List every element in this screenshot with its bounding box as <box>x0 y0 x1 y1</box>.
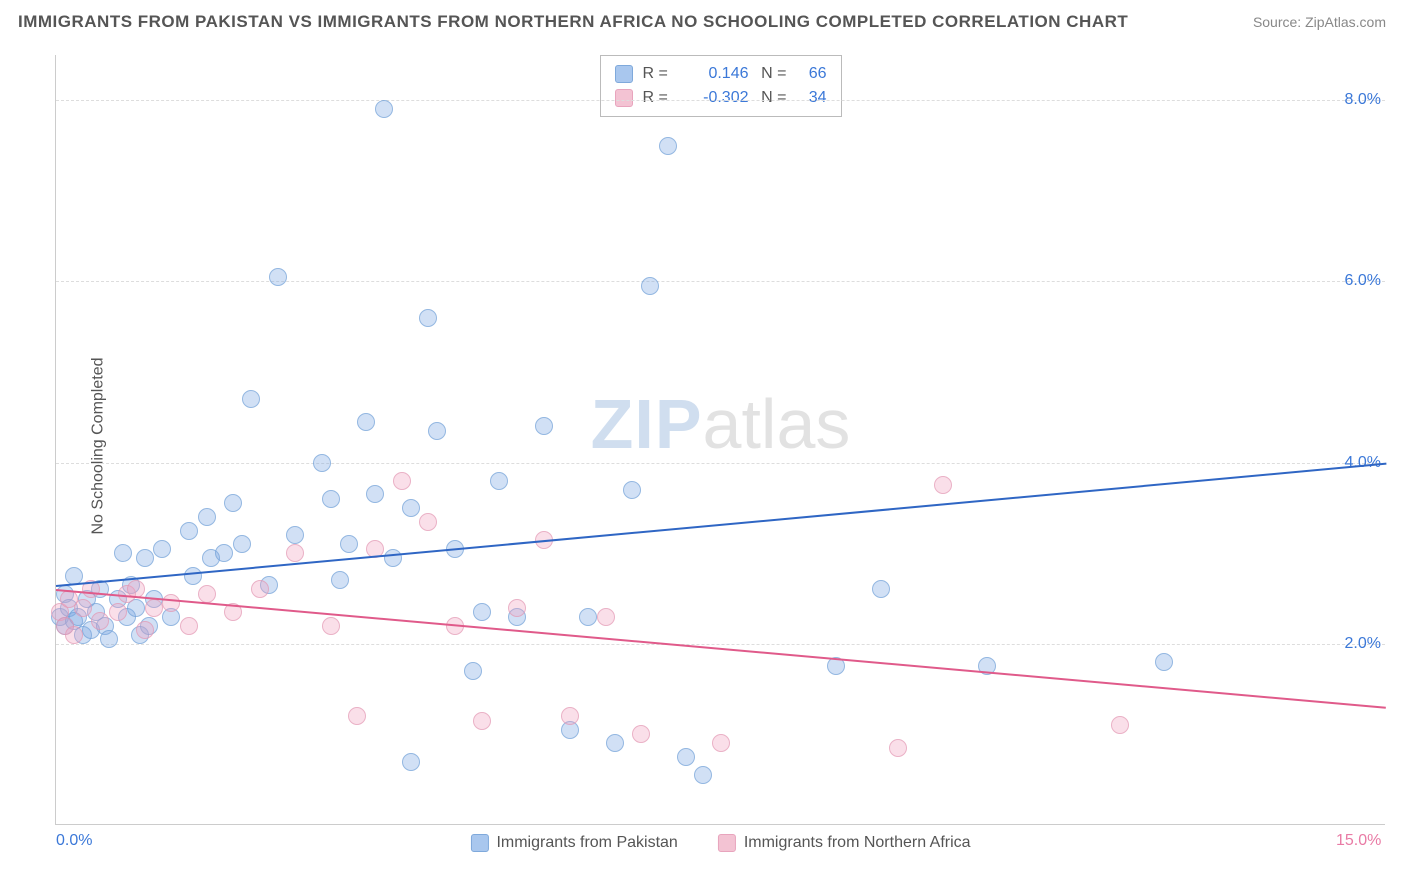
data-point <box>233 535 251 553</box>
n-label: N = <box>759 86 787 110</box>
data-point <box>242 390 260 408</box>
x-tick-label: 0.0% <box>56 832 92 850</box>
gridline <box>56 644 1385 645</box>
data-point <box>677 748 695 766</box>
data-point <box>109 603 127 621</box>
data-point <box>1111 716 1129 734</box>
data-point <box>153 540 171 558</box>
data-point <box>659 137 677 155</box>
y-tick-label: 2.0% <box>1345 635 1387 653</box>
series-swatch <box>615 65 633 83</box>
data-point <box>331 571 349 589</box>
data-point <box>597 608 615 626</box>
data-point <box>198 585 216 603</box>
data-point <box>464 662 482 680</box>
scatter-plot: ZIPatlas R =0.146N =66R =-0.302N =34 Imm… <box>55 55 1385 825</box>
data-point <box>313 454 331 472</box>
data-point <box>65 626 83 644</box>
data-point <box>402 753 420 771</box>
data-point <box>91 612 109 630</box>
data-point <box>473 712 491 730</box>
data-point <box>366 485 384 503</box>
data-point <box>224 494 242 512</box>
data-point <box>375 100 393 118</box>
data-point <box>136 621 154 639</box>
data-point <box>561 707 579 725</box>
trend-line <box>56 463 1386 587</box>
r-label: R = <box>643 86 669 110</box>
source-label: Source: ZipAtlas.com <box>1253 14 1386 30</box>
legend-item: Immigrants from Northern Africa <box>718 834 971 852</box>
data-point <box>145 599 163 617</box>
data-point <box>180 617 198 635</box>
n-label: N = <box>759 62 787 86</box>
stats-row: R = 0.146 N = 66 <box>615 62 827 86</box>
chart-title: IMMIGRANTS FROM PAKISTAN VS IMMIGRANTS F… <box>18 12 1128 32</box>
data-point <box>490 472 508 490</box>
data-point <box>694 766 712 784</box>
data-point <box>934 476 952 494</box>
data-point <box>348 707 366 725</box>
data-point <box>641 277 659 295</box>
legend: Immigrants from Pakistan Immigrants from … <box>470 834 970 852</box>
gridline <box>56 463 1385 464</box>
data-point <box>632 725 650 743</box>
y-tick-label: 8.0% <box>1345 91 1387 109</box>
r-value: -0.302 <box>679 86 749 110</box>
gridline <box>56 100 1385 101</box>
y-tick-label: 6.0% <box>1345 272 1387 290</box>
data-point <box>508 599 526 617</box>
data-point <box>198 508 216 526</box>
data-point <box>419 309 437 327</box>
data-point <box>184 567 202 585</box>
data-point <box>286 544 304 562</box>
data-point <box>393 472 411 490</box>
stats-box: R = 0.146 N = 66 R = -0.302 N = 34 <box>600 55 842 117</box>
data-point <box>1155 653 1173 671</box>
r-value: 0.146 <box>679 62 749 86</box>
r-label: R = <box>643 62 669 86</box>
data-point <box>606 734 624 752</box>
data-point <box>579 608 597 626</box>
data-point <box>180 522 198 540</box>
data-point <box>384 549 402 567</box>
data-point <box>74 599 92 617</box>
data-point <box>872 580 890 598</box>
data-point <box>269 268 287 286</box>
n-value: 66 <box>797 62 827 86</box>
data-point <box>136 549 154 567</box>
n-value: 34 <box>797 86 827 110</box>
x-tick-label: 15.0% <box>1336 832 1381 850</box>
data-point <box>114 544 132 562</box>
data-point <box>889 739 907 757</box>
legend-label: Immigrants from Northern Africa <box>744 834 971 852</box>
data-point <box>286 526 304 544</box>
data-point <box>322 617 340 635</box>
gridline <box>56 281 1385 282</box>
data-point <box>322 490 340 508</box>
data-point <box>100 630 118 648</box>
legend-swatch <box>718 834 736 852</box>
legend-swatch <box>470 834 488 852</box>
data-point <box>162 594 180 612</box>
data-point <box>340 535 358 553</box>
series-swatch <box>615 89 633 107</box>
data-point <box>473 603 491 621</box>
watermark: ZIPatlas <box>591 384 851 464</box>
data-point <box>623 481 641 499</box>
trend-line <box>56 589 1386 709</box>
data-point <box>402 499 420 517</box>
data-point <box>712 734 730 752</box>
data-point <box>419 513 437 531</box>
data-point <box>215 544 233 562</box>
legend-item: Immigrants from Pakistan <box>470 834 677 852</box>
data-point <box>535 417 553 435</box>
data-point <box>251 580 269 598</box>
data-point <box>357 413 375 431</box>
stats-row: R = -0.302 N = 34 <box>615 86 827 110</box>
data-point <box>428 422 446 440</box>
legend-label: Immigrants from Pakistan <box>496 834 677 852</box>
